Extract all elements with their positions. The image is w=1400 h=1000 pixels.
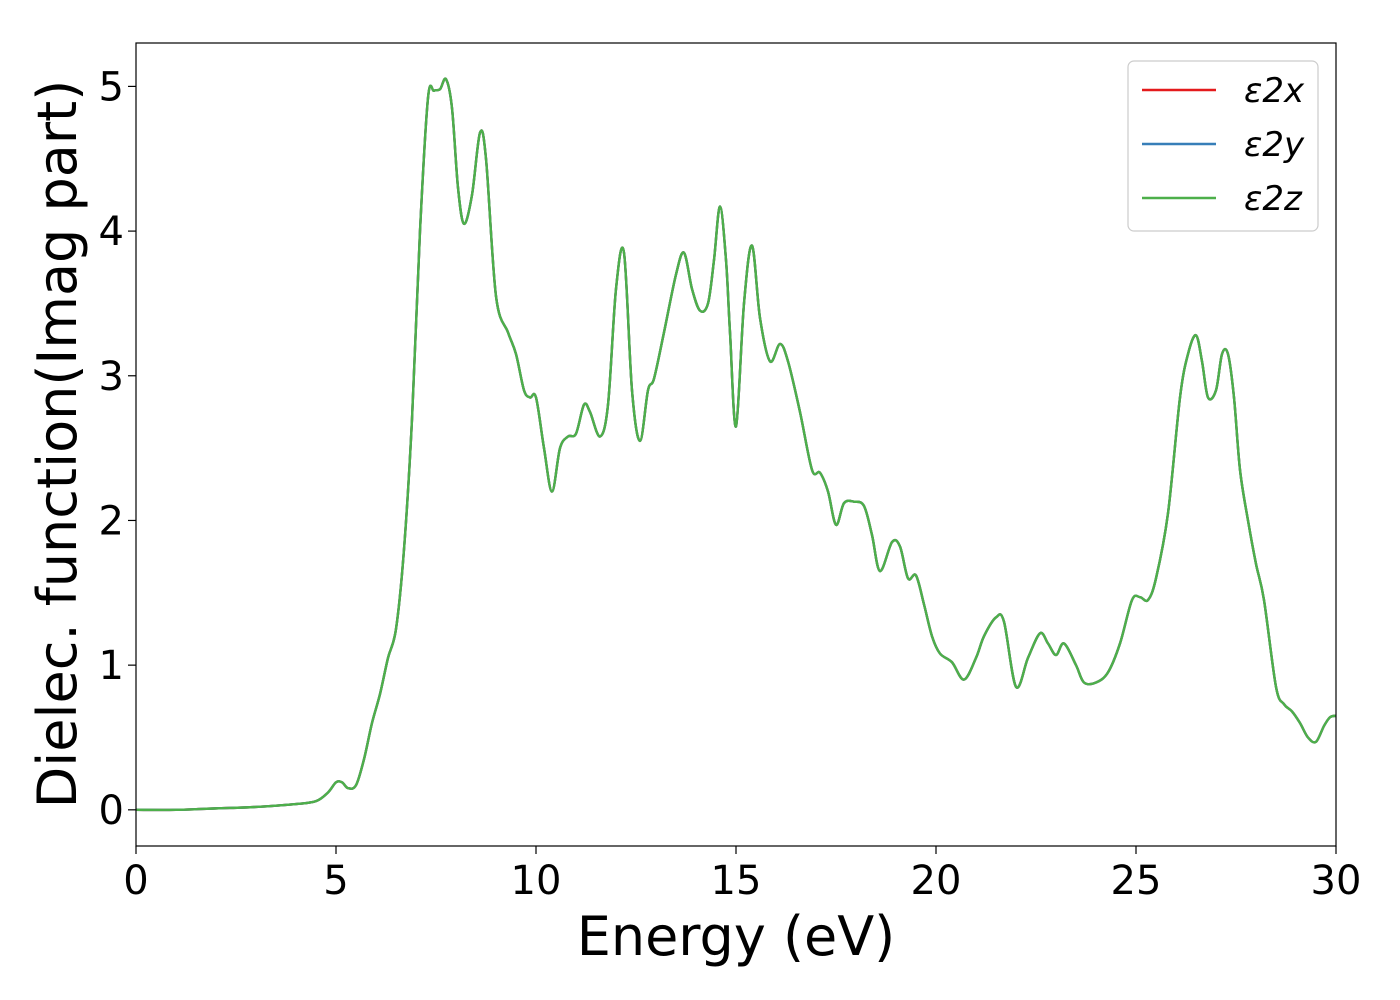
y-tick-label: 0	[99, 788, 124, 834]
y-tick-label: 2	[99, 498, 124, 544]
y-tick-label: 4	[99, 209, 124, 255]
y-tick-label: 1	[99, 643, 124, 689]
x-tick-label: 25	[1111, 858, 1162, 904]
x-tick-label: 15	[711, 858, 762, 904]
x-tick-label: 0	[123, 858, 148, 904]
x-tick-label: 20	[911, 858, 962, 904]
x-axis-ticks: 0 5 10 15 20 25 30	[123, 846, 1361, 904]
legend-label-2: ε2y	[1244, 125, 1305, 165]
x-tick-label: 10	[511, 858, 562, 904]
x-tick-label: 5	[323, 858, 348, 904]
legend-label-1: ε2x	[1244, 71, 1305, 111]
x-tick-label: 30	[1311, 858, 1362, 904]
y-axis-label: Dielec. function(Imag part)	[26, 80, 89, 809]
y-axis-ticks: 0 1 2 3 4 5	[99, 64, 136, 834]
y-tick-label: 3	[99, 354, 124, 400]
legend-label-3: ε2z	[1244, 179, 1303, 219]
y-tick-label: 5	[99, 64, 124, 110]
legend-box	[1127, 60, 1319, 232]
x-axis-label: Energy (eV)	[577, 905, 896, 968]
series-layer	[135, 77, 1337, 812]
series-line-3	[135, 77, 1337, 812]
legend: ε2x ε2y ε2z	[1127, 60, 1319, 232]
